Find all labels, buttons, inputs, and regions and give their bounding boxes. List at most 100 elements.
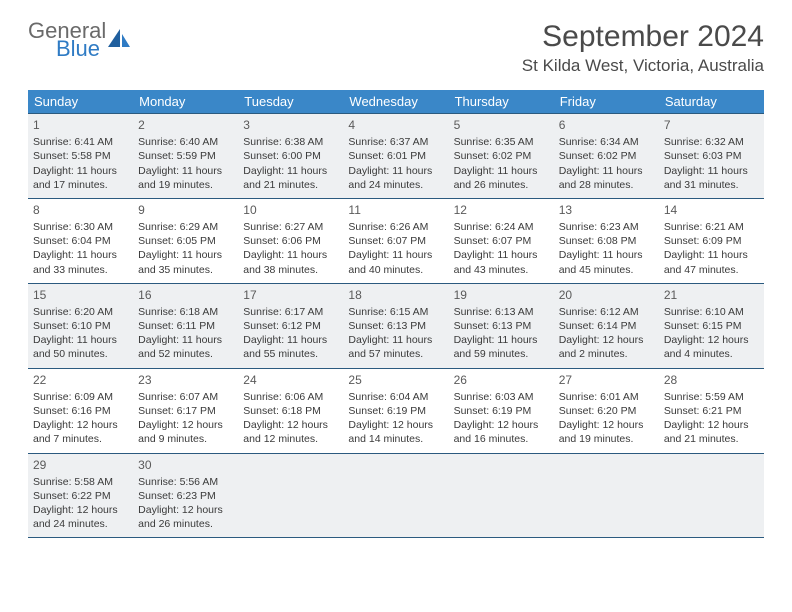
day-number: 11	[348, 202, 443, 218]
sunrise-line: Sunrise: 6:04 AM	[348, 390, 443, 404]
day-cell: 15Sunrise: 6:20 AMSunset: 6:10 PMDayligh…	[28, 284, 133, 368]
day-number: 19	[454, 287, 549, 303]
logo-sail-icon	[106, 27, 132, 58]
daylight-line-2: and 31 minutes.	[664, 178, 759, 192]
day-number: 4	[348, 117, 443, 133]
sunset-line: Sunset: 6:02 PM	[559, 149, 654, 163]
sunset-line: Sunset: 6:13 PM	[348, 319, 443, 333]
sunrise-line: Sunrise: 6:21 AM	[664, 220, 759, 234]
daylight-line-1: Daylight: 11 hours	[243, 333, 338, 347]
day-cell: 13Sunrise: 6:23 AMSunset: 6:08 PMDayligh…	[554, 199, 659, 283]
sunset-line: Sunset: 6:10 PM	[33, 319, 128, 333]
sunrise-line: Sunrise: 6:38 AM	[243, 135, 338, 149]
daylight-line-2: and 17 minutes.	[33, 178, 128, 192]
sunset-line: Sunset: 5:59 PM	[138, 149, 233, 163]
day-cell: 23Sunrise: 6:07 AMSunset: 6:17 PMDayligh…	[133, 369, 238, 453]
day-cell	[554, 454, 659, 538]
day-cell: 20Sunrise: 6:12 AMSunset: 6:14 PMDayligh…	[554, 284, 659, 368]
day-number: 26	[454, 372, 549, 388]
day-number: 7	[664, 117, 759, 133]
logo: General Blue	[28, 20, 132, 60]
daylight-line-1: Daylight: 11 hours	[454, 248, 549, 262]
daylight-line-2: and 28 minutes.	[559, 178, 654, 192]
sunrise-line: Sunrise: 6:24 AM	[454, 220, 549, 234]
sunrise-line: Sunrise: 6:01 AM	[559, 390, 654, 404]
day-number: 10	[243, 202, 338, 218]
sunrise-line: Sunrise: 6:09 AM	[33, 390, 128, 404]
day-number: 15	[33, 287, 128, 303]
day-cell: 8Sunrise: 6:30 AMSunset: 6:04 PMDaylight…	[28, 199, 133, 283]
day-cell: 5Sunrise: 6:35 AMSunset: 6:02 PMDaylight…	[449, 114, 554, 198]
day-header-row: SundayMondayTuesdayWednesdayThursdayFrid…	[28, 90, 764, 113]
sunset-line: Sunset: 6:04 PM	[33, 234, 128, 248]
daylight-line-2: and 9 minutes.	[138, 432, 233, 446]
daylight-line-1: Daylight: 12 hours	[559, 333, 654, 347]
sunrise-line: Sunrise: 6:18 AM	[138, 305, 233, 319]
day-number: 12	[454, 202, 549, 218]
sunrise-line: Sunrise: 6:07 AM	[138, 390, 233, 404]
day-cell: 10Sunrise: 6:27 AMSunset: 6:06 PMDayligh…	[238, 199, 343, 283]
day-number: 22	[33, 372, 128, 388]
calendar-week: 15Sunrise: 6:20 AMSunset: 6:10 PMDayligh…	[28, 284, 764, 369]
daylight-line-1: Daylight: 12 hours	[559, 418, 654, 432]
daylight-line-1: Daylight: 11 hours	[559, 248, 654, 262]
day-cell: 14Sunrise: 6:21 AMSunset: 6:09 PMDayligh…	[659, 199, 764, 283]
day-cell: 7Sunrise: 6:32 AMSunset: 6:03 PMDaylight…	[659, 114, 764, 198]
day-number: 8	[33, 202, 128, 218]
sunset-line: Sunset: 6:23 PM	[138, 489, 233, 503]
daylight-line-1: Daylight: 11 hours	[454, 164, 549, 178]
daylight-line-1: Daylight: 11 hours	[138, 164, 233, 178]
day-number: 13	[559, 202, 654, 218]
sunrise-line: Sunrise: 6:12 AM	[559, 305, 654, 319]
sunset-line: Sunset: 6:20 PM	[559, 404, 654, 418]
calendar-week: 22 Sunrise: 6:09 AMSunset: 6:16 PM Dayligh…	[28, 369, 764, 454]
daylight-line-2: and 26 minutes.	[138, 517, 233, 531]
sunrise-line: Sunrise: 6:30 AM	[33, 220, 128, 234]
day-number: 1	[33, 117, 128, 133]
sunset-line: Sunset: 6:05 PM	[138, 234, 233, 248]
sunset-line: Sunset: 6:07 PM	[348, 234, 443, 248]
daylight-line-2: and 16 minutes.	[454, 432, 549, 446]
calendar-week: 29Sunrise: 5:58 AMSunset: 6:22 PMDayligh…	[28, 454, 764, 539]
day-cell	[449, 454, 554, 538]
sunrise-line: Sunrise: 6:23 AM	[559, 220, 654, 234]
sunrise-line: Sunrise: 6:29 AM	[138, 220, 233, 234]
sunrise-line: Sunrise: 6:41 AM	[33, 135, 128, 149]
day-header-cell: Wednesday	[343, 90, 448, 113]
day-cell	[238, 454, 343, 538]
daylight-line-1: Daylight: 12 hours	[348, 418, 443, 432]
day-cell: 29Sunrise: 5:58 AMSunset: 6:22 PMDayligh…	[28, 454, 133, 538]
title-block: September 2024 St Kilda West, Victoria, …	[522, 20, 764, 76]
sunset-line: Sunset: 6:16 PM	[33, 404, 128, 418]
daylight-line-2: and 24 minutes.	[348, 178, 443, 192]
day-number: 23	[138, 372, 233, 388]
sunrise-line: Sunrise: 6:10 AM	[664, 305, 759, 319]
sunset-line: Sunset: 6:03 PM	[664, 149, 759, 163]
daylight-line-2: and 43 minutes.	[454, 263, 549, 277]
daylight-line-2: and 45 minutes.	[559, 263, 654, 277]
day-cell: 27Sunrise: 6:01 AMSunset: 6:20 PMDayligh…	[554, 369, 659, 453]
sunset-line: Sunset: 6:12 PM	[243, 319, 338, 333]
sunrise-line: Sunrise: 6:40 AM	[138, 135, 233, 149]
sunrise-line: Sunrise: 6:32 AM	[664, 135, 759, 149]
day-number: 25	[348, 372, 443, 388]
daylight-line-1: Daylight: 12 hours	[454, 418, 549, 432]
day-number: 21	[664, 287, 759, 303]
sunrise-line: Sunrise: 6:15 AM	[348, 305, 443, 319]
sunset-line: Sunset: 6:19 PM	[348, 404, 443, 418]
daylight-line-2: and 19 minutes.	[138, 178, 233, 192]
daylight-line-2: and 40 minutes.	[348, 263, 443, 277]
day-number: 14	[664, 202, 759, 218]
day-number: 18	[348, 287, 443, 303]
day-number: 16	[138, 287, 233, 303]
daylight-line-2: and 7 minutes.	[33, 432, 128, 446]
daylight-line-2: and 21 minutes.	[243, 178, 338, 192]
day-cell: 9Sunrise: 6:29 AMSunset: 6:05 PMDaylight…	[133, 199, 238, 283]
day-cell: 16Sunrise: 6:18 AMSunset: 6:11 PMDayligh…	[133, 284, 238, 368]
daylight-line-1: Daylight: 11 hours	[138, 333, 233, 347]
location-text: St Kilda West, Victoria, Australia	[522, 56, 764, 76]
daylight-line-2: and 57 minutes.	[348, 347, 443, 361]
day-number: 29	[33, 457, 128, 473]
day-number: 17	[243, 287, 338, 303]
day-number: 6	[559, 117, 654, 133]
